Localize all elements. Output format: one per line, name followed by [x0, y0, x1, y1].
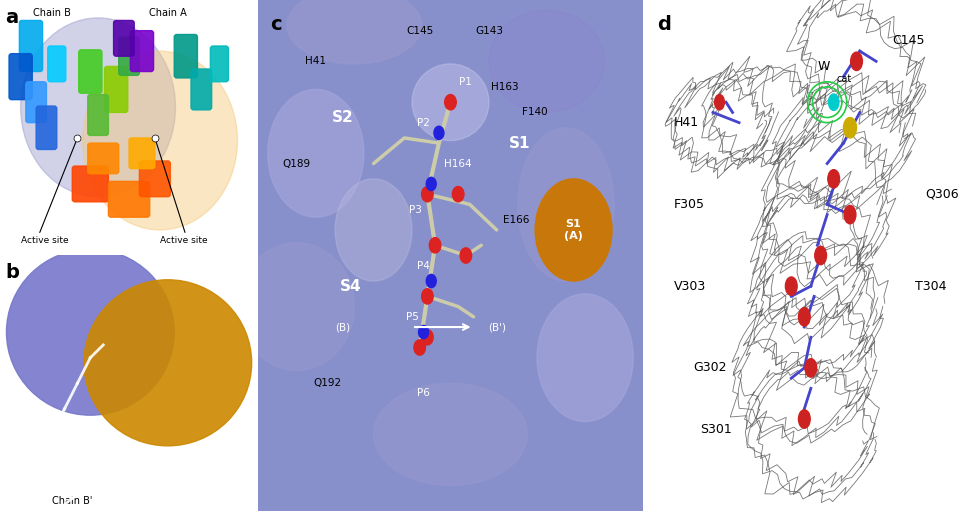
- FancyBboxPatch shape: [88, 143, 119, 174]
- Ellipse shape: [412, 64, 489, 141]
- Circle shape: [452, 187, 464, 202]
- Circle shape: [427, 274, 436, 288]
- Text: F305: F305: [674, 198, 705, 211]
- Circle shape: [445, 95, 456, 110]
- FancyBboxPatch shape: [210, 46, 229, 82]
- Text: Q189: Q189: [282, 158, 311, 169]
- Ellipse shape: [537, 294, 633, 422]
- Text: P2: P2: [417, 118, 430, 128]
- Circle shape: [427, 177, 436, 191]
- Text: P5: P5: [405, 312, 419, 322]
- FancyBboxPatch shape: [191, 69, 211, 110]
- Text: H41: H41: [674, 116, 699, 129]
- Text: a: a: [5, 8, 19, 27]
- FancyBboxPatch shape: [26, 82, 47, 123]
- Circle shape: [715, 95, 725, 110]
- Circle shape: [828, 170, 840, 188]
- FancyBboxPatch shape: [9, 54, 32, 100]
- FancyBboxPatch shape: [48, 46, 66, 82]
- Text: G302: G302: [693, 361, 727, 375]
- Text: Q306: Q306: [925, 188, 958, 201]
- Circle shape: [785, 277, 797, 295]
- Text: P6: P6: [417, 388, 430, 399]
- FancyBboxPatch shape: [36, 106, 56, 149]
- Circle shape: [422, 187, 433, 202]
- Text: G143: G143: [475, 26, 503, 36]
- Circle shape: [843, 118, 856, 138]
- Circle shape: [829, 94, 839, 110]
- Text: C145: C145: [406, 26, 433, 36]
- Text: S2: S2: [332, 110, 354, 125]
- FancyBboxPatch shape: [129, 138, 155, 169]
- Text: Chain B': Chain B': [52, 496, 93, 506]
- Text: H163: H163: [491, 82, 518, 92]
- Text: Active site: Active site: [20, 236, 68, 245]
- FancyBboxPatch shape: [114, 20, 134, 56]
- Text: F140: F140: [522, 107, 548, 118]
- Ellipse shape: [83, 51, 238, 230]
- Text: S1
(A): S1 (A): [564, 219, 583, 241]
- FancyBboxPatch shape: [72, 166, 108, 202]
- Circle shape: [422, 289, 433, 304]
- Circle shape: [414, 340, 426, 355]
- Text: W: W: [817, 60, 830, 73]
- FancyBboxPatch shape: [19, 20, 43, 72]
- Text: P1: P1: [460, 77, 472, 87]
- FancyBboxPatch shape: [79, 50, 102, 93]
- Circle shape: [460, 248, 471, 263]
- Text: (B'): (B'): [488, 322, 506, 332]
- Circle shape: [844, 205, 856, 224]
- Text: d: d: [657, 15, 671, 34]
- Text: S1: S1: [509, 135, 531, 151]
- Text: S301: S301: [700, 423, 731, 436]
- Text: Chain B: Chain B: [33, 8, 70, 18]
- Ellipse shape: [518, 128, 614, 281]
- Text: S4: S4: [340, 278, 361, 294]
- Text: b: b: [5, 263, 19, 282]
- Text: H164: H164: [444, 158, 472, 169]
- Ellipse shape: [489, 10, 604, 112]
- FancyBboxPatch shape: [88, 95, 108, 135]
- Text: c: c: [270, 15, 281, 34]
- Circle shape: [419, 326, 429, 339]
- Ellipse shape: [239, 243, 355, 370]
- Text: cat: cat: [837, 74, 852, 84]
- Circle shape: [850, 52, 862, 71]
- FancyBboxPatch shape: [174, 35, 198, 78]
- Ellipse shape: [287, 0, 422, 64]
- Circle shape: [815, 246, 827, 265]
- Text: C145: C145: [892, 34, 925, 48]
- Text: H41: H41: [305, 56, 326, 66]
- Text: P3: P3: [409, 204, 423, 215]
- FancyBboxPatch shape: [108, 181, 150, 217]
- Ellipse shape: [7, 249, 174, 415]
- Circle shape: [535, 179, 612, 281]
- Text: T304: T304: [916, 280, 947, 293]
- Circle shape: [799, 308, 810, 326]
- Ellipse shape: [374, 383, 528, 485]
- Circle shape: [805, 359, 817, 377]
- Text: E166: E166: [503, 215, 529, 225]
- FancyBboxPatch shape: [119, 37, 139, 75]
- Text: V303: V303: [674, 280, 706, 293]
- Ellipse shape: [20, 18, 175, 197]
- Ellipse shape: [268, 89, 364, 217]
- FancyBboxPatch shape: [139, 161, 170, 197]
- Circle shape: [434, 126, 444, 140]
- Ellipse shape: [335, 179, 412, 281]
- Text: Active site: Active site: [160, 236, 207, 245]
- Circle shape: [799, 410, 810, 428]
- Ellipse shape: [84, 280, 251, 446]
- Circle shape: [430, 238, 441, 253]
- Text: P4: P4: [417, 261, 430, 271]
- Circle shape: [422, 330, 433, 345]
- Text: (B): (B): [335, 322, 351, 332]
- FancyBboxPatch shape: [131, 31, 154, 72]
- FancyBboxPatch shape: [104, 66, 128, 112]
- Text: Chain A: Chain A: [149, 8, 187, 18]
- Text: Q192: Q192: [314, 378, 342, 388]
